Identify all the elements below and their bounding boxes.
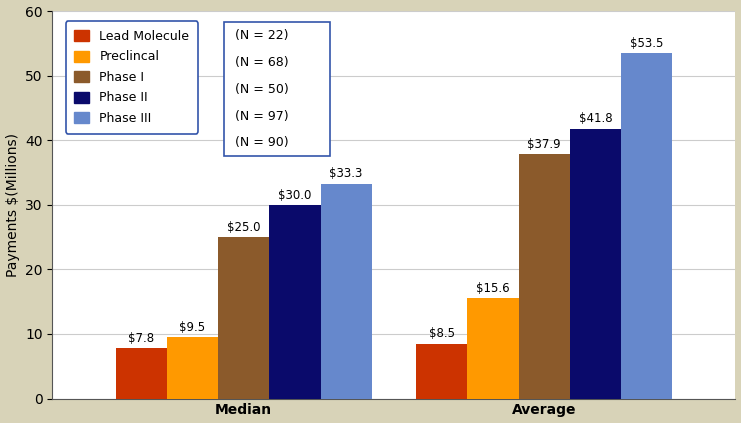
Text: (N = 97): (N = 97) — [235, 110, 288, 123]
Text: (N = 90): (N = 90) — [235, 136, 288, 149]
FancyBboxPatch shape — [225, 22, 330, 156]
Text: $33.3: $33.3 — [330, 167, 363, 180]
Bar — [416, 343, 468, 398]
Text: $30.0: $30.0 — [278, 189, 312, 202]
Legend: Lead Molecule, Preclincal, Phase I, Phase II, Phase III: Lead Molecule, Preclincal, Phase I, Phas… — [65, 21, 198, 134]
Text: (N = 68): (N = 68) — [235, 56, 288, 69]
Text: $41.8: $41.8 — [579, 113, 612, 125]
Y-axis label: Payments $(Millions): Payments $(Millions) — [5, 133, 19, 277]
Bar — [519, 154, 570, 398]
Text: (N = 22): (N = 22) — [235, 29, 288, 42]
Bar — [218, 237, 269, 398]
Bar — [269, 205, 321, 398]
Text: $7.8: $7.8 — [128, 332, 154, 345]
Bar — [116, 348, 167, 398]
Text: $8.5: $8.5 — [429, 327, 455, 341]
Text: $53.5: $53.5 — [630, 37, 663, 50]
Text: $37.9: $37.9 — [528, 137, 561, 151]
Bar — [167, 337, 218, 398]
Bar — [570, 129, 621, 398]
Text: $9.5: $9.5 — [179, 321, 205, 334]
Text: $25.0: $25.0 — [227, 221, 260, 234]
Text: (N = 50): (N = 50) — [235, 83, 288, 96]
Text: $15.6: $15.6 — [476, 282, 510, 294]
Bar — [321, 184, 372, 398]
Bar — [621, 53, 672, 398]
Bar — [468, 298, 519, 398]
